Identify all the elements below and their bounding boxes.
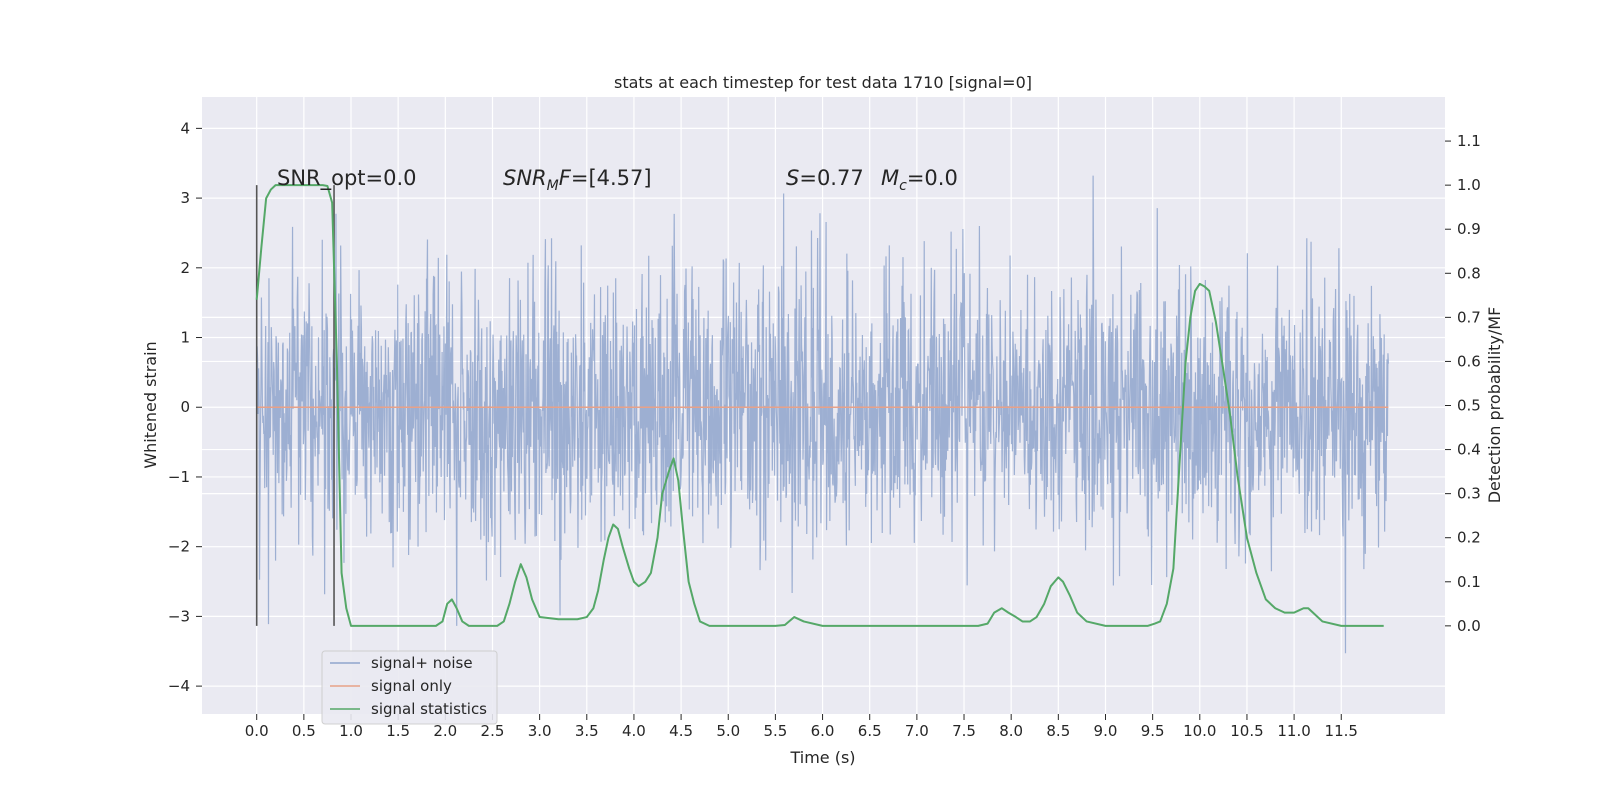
- y2-tick-label: 0.8: [1457, 264, 1481, 282]
- x-tick-label: 8.5: [1046, 722, 1070, 740]
- x-tick-label: 11.0: [1277, 722, 1310, 740]
- y2-tick-label: 0.7: [1457, 308, 1481, 326]
- annotation-mc-value: Mc=0.0: [881, 166, 958, 194]
- y-tick-label: 2: [180, 259, 190, 277]
- y2-tick-label: 1.1: [1457, 132, 1481, 150]
- annotation-snr-opt: SNR_opt=0.0: [277, 166, 417, 191]
- annotation-s-value: S=0.77: [786, 166, 864, 190]
- y-tick-label: 0: [180, 398, 190, 416]
- legend-label-signal-statistics: signal statistics: [371, 700, 487, 718]
- y-tick-label: −4: [168, 677, 190, 695]
- x-tick-label: 9.0: [1094, 722, 1118, 740]
- x-tick-label: 6.5: [858, 722, 882, 740]
- x-tick-label: 7.5: [952, 722, 976, 740]
- annotations: SNR_opt=0.0 SNRMF=[4.57] S=0.77 Mc=0.0: [277, 166, 958, 194]
- x-axis-label: Time (s): [789, 748, 855, 767]
- y2-tick-label: 0.1: [1457, 573, 1481, 591]
- y2-tick-label: 0.0: [1457, 617, 1481, 635]
- x-tick-label: 2.0: [433, 722, 457, 740]
- x-tick-label: 1.0: [339, 722, 363, 740]
- x-tick-label: 8.0: [999, 722, 1023, 740]
- x-tick-label: 1.5: [386, 722, 410, 740]
- chart-title: stats at each timestep for test data 171…: [614, 73, 1032, 92]
- x-axis-ticks: 0.0 0.5 1.0 1.5 2.0 2.5 3.0 3.5 4.0 4.5 5.0 5.5 6.0 6…: [245, 714, 1358, 740]
- y-tick-label: −3: [168, 607, 190, 625]
- x-tick-label: 7.0: [905, 722, 929, 740]
- signal-statistics-series: [255, 184, 1384, 627]
- x-tick-label: 5.0: [716, 722, 740, 740]
- x-tick-label: 2.5: [481, 722, 505, 740]
- annotation-snr-mf-value: [4.57]: [588, 166, 651, 190]
- signal-noise-series: [256, 175, 1390, 654]
- legend-label-signal-only: signal only: [371, 677, 452, 695]
- y2-tick-label: 0.2: [1457, 529, 1481, 547]
- y-tick-label: 1: [180, 329, 190, 347]
- signal-noise-line: [256, 175, 1390, 654]
- y2-axis-ticks: 0.0 0.1 0.2 0.3 0.4 0.5 0.6 0.7 0.8 0.9 1.0 1.1: [1445, 132, 1481, 635]
- x-tick-label: 3.5: [575, 722, 599, 740]
- y2-tick-label: 0.9: [1457, 220, 1481, 238]
- x-tick-label: 10.0: [1183, 722, 1216, 740]
- x-tick-label: 9.5: [1141, 722, 1165, 740]
- y2-tick-label: 0.6: [1457, 352, 1481, 370]
- y-tick-label: 4: [180, 119, 190, 137]
- x-tick-label: 11.5: [1325, 722, 1358, 740]
- y-tick-label: −1: [168, 468, 190, 486]
- x-tick-label: 3.0: [528, 722, 552, 740]
- y2-tick-label: 1.0: [1457, 176, 1481, 194]
- annotation-s-number: =0.77: [799, 166, 863, 190]
- y-axis-label: Whitened strain: [141, 341, 160, 468]
- y2-tick-label: 0.5: [1457, 397, 1481, 415]
- x-tick-label: 6.0: [811, 722, 835, 740]
- y2-axis-label: Detection probability/MF: [1485, 307, 1504, 504]
- legend-label-signal-noise: signal+ noise: [371, 654, 473, 672]
- x-tick-label: 0.0: [245, 722, 269, 740]
- annotation-mc-number: =0.0: [907, 166, 958, 190]
- legend: signal+ noise signal only signal statist…: [321, 650, 498, 725]
- annotation-snr-mf: SNRMF=[4.57]: [503, 166, 652, 194]
- y-axis-ticks: −4 −3 −2 −1 0 1 2 3 4: [168, 119, 202, 695]
- x-tick-label: 4.0: [622, 722, 646, 740]
- y2-tick-label: 0.4: [1457, 441, 1481, 459]
- x-tick-label: 4.5: [669, 722, 693, 740]
- x-tick-label: 10.5: [1230, 722, 1263, 740]
- legend-box: [321, 650, 498, 725]
- signal-statistics-line: [255, 184, 1384, 627]
- y-tick-label: 3: [180, 189, 190, 207]
- y-tick-label: −2: [168, 538, 190, 556]
- x-tick-label: 0.5: [292, 722, 316, 740]
- x-tick-label: 5.5: [763, 722, 787, 740]
- y2-tick-label: 0.3: [1457, 485, 1481, 503]
